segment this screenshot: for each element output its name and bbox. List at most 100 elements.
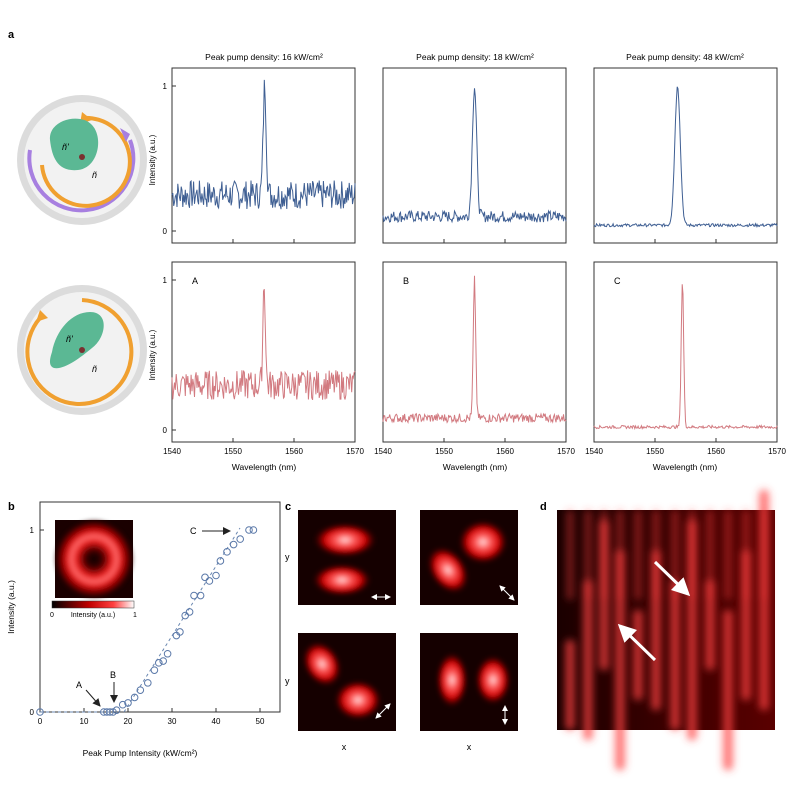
streak-band [668, 580, 682, 730]
x-tick-label: 30 [168, 717, 177, 726]
mode-image-3 [298, 633, 396, 731]
streak-band [651, 510, 661, 600]
spectrum-frame [593, 261, 778, 443]
column-title-3: Peak pump density: 48 kW/cm² [626, 52, 744, 62]
data-point [144, 679, 152, 687]
streak-arrow-2 [617, 623, 657, 662]
y-tick-label: 0 [163, 227, 168, 236]
streak-band [631, 610, 645, 700]
panel-marker-B: B [403, 276, 409, 286]
panel-label-d: d [540, 501, 547, 513]
x-tick-label: 50 [256, 717, 265, 726]
streak-band [759, 510, 769, 600]
data-point [223, 548, 231, 556]
spectra-xlabel-3: Wavelength (nm) [653, 462, 718, 472]
data-point [190, 591, 198, 600]
x-tick-label: 1550 [224, 447, 242, 456]
x-tick-label: 1570 [768, 447, 786, 456]
x-tick-label: 1560 [285, 447, 303, 456]
x-tick-label: 0 [38, 717, 43, 726]
spectra-xlabel-1: Wavelength (nm) [232, 462, 297, 472]
inset-colorbar [51, 600, 135, 609]
streak-band [723, 510, 733, 600]
data-point [185, 608, 194, 616]
column-title-2: Peak pump density: 18 kW/cm² [416, 52, 534, 62]
x-tick-label: 1540 [585, 447, 603, 456]
data-point [245, 526, 253, 534]
spectrum-frame [382, 67, 567, 244]
n-prime-label-bottom: ñ' [66, 334, 73, 344]
threshold-guide-rise [123, 527, 241, 713]
annotation-C: C [190, 526, 197, 536]
y-tick-label: 1 [163, 276, 168, 285]
spectra-ylabel-top: Intensity (a.u.) [148, 134, 157, 185]
streak-band [633, 510, 643, 600]
streak-band [583, 510, 593, 600]
data-point [249, 526, 258, 534]
panel-label-a: a [8, 29, 15, 41]
data-point [216, 557, 225, 565]
streak-arrow-1 [653, 560, 691, 597]
data-point [130, 693, 139, 702]
x-tick-label: 1570 [557, 447, 575, 456]
mode-image-4 [420, 633, 518, 731]
spectrum-frame [171, 261, 356, 443]
data-point [181, 611, 189, 620]
mode-images: y y x x [285, 510, 518, 752]
streak-band [615, 510, 625, 600]
spectrum-line [382, 275, 567, 425]
inset-donut-mode [56, 521, 132, 597]
data-point [136, 686, 145, 694]
data-point [163, 649, 172, 658]
data-point [118, 700, 127, 709]
spectrum-line [171, 289, 356, 401]
data-point [212, 571, 220, 580]
data-point [112, 706, 121, 714]
n-label-top: ñ [92, 170, 97, 180]
spectrum-panel-5: 1540 1550 1560 1570 B [374, 261, 575, 456]
streak-band [741, 510, 751, 600]
panel-marker-A: A [192, 276, 198, 286]
data-point [155, 659, 163, 667]
streak-band [721, 610, 735, 770]
mode-xlabel-right: x [467, 742, 472, 752]
spectrum-panel-1: 01 [163, 67, 356, 244]
mode-ylabel-top: y [285, 552, 290, 562]
streak-band [687, 510, 697, 600]
spectrum-panel-6: 1540 1550 1560 1570 C [585, 261, 786, 456]
n-prime-label-top: ñ' [62, 142, 69, 152]
spectrum-line [593, 86, 778, 228]
resonator-schematic-bottom: ñ' ñ [17, 285, 147, 415]
panel-marker-C: C [614, 276, 621, 286]
spectra-ylabel-bottom: Intensity (a.u.) [148, 329, 157, 380]
column-title-1: Peak pump density: 16 kW/cm² [205, 52, 323, 62]
mode-ylabel-bottom: y [285, 676, 290, 686]
spectrum-line [171, 79, 356, 210]
streak-image [557, 490, 775, 770]
spectra-xlabel-2: Wavelength (nm) [443, 462, 508, 472]
streak-band [563, 640, 577, 730]
spectrum-frame [593, 67, 778, 244]
data-point [159, 657, 167, 665]
x-tick-label: 10 [80, 717, 89, 726]
x-tick-label: 1560 [707, 447, 725, 456]
x-tick-label: 20 [124, 717, 133, 726]
data-point [205, 577, 214, 585]
y-tick-label: 1 [30, 526, 35, 535]
data-point [196, 591, 205, 600]
inset-colorbar-label: Intensity (a.u.) [71, 612, 115, 619]
spectrum-frame [171, 67, 356, 244]
y-tick-label: 1 [163, 82, 168, 91]
data-point [124, 699, 132, 707]
streak-band [705, 510, 715, 600]
annotation-A-arrow [85, 689, 101, 707]
x-tick-label: 1570 [346, 447, 364, 456]
spectrum-panel-3 [593, 67, 778, 244]
data-point [109, 708, 117, 716]
streak-band [581, 580, 595, 740]
annotation-A: A [76, 680, 82, 690]
mode-image-2 [420, 510, 518, 605]
threshold-ylabel: Intensity (a.u.) [6, 580, 16, 634]
annotation-B: B [110, 670, 116, 680]
